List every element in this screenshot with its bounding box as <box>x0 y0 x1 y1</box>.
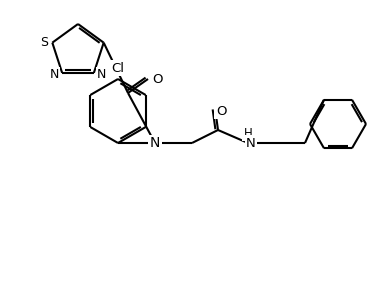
Text: O: O <box>152 73 162 85</box>
Text: Cl: Cl <box>112 62 125 74</box>
Text: N: N <box>49 68 59 81</box>
Text: O: O <box>216 105 226 118</box>
Text: N: N <box>97 68 107 81</box>
Text: N: N <box>150 136 160 150</box>
Text: H: H <box>244 126 252 140</box>
Text: N: N <box>246 136 256 150</box>
Text: S: S <box>40 36 48 49</box>
